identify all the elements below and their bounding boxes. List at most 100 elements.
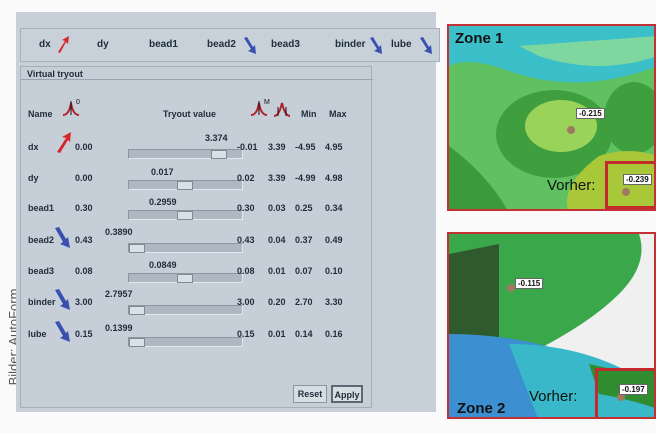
topbar-bead1[interactable]: bead1 <box>149 39 178 50</box>
topbar-bead2[interactable]: bead2 <box>207 39 236 50</box>
row-min: 0.07 <box>295 266 313 276</box>
row-min: 2.70 <box>295 297 313 307</box>
svg-text:0: 0 <box>76 99 80 106</box>
row-min: 0.14 <box>295 329 313 339</box>
row-spread: 0.04 <box>268 235 286 245</box>
row-max: 3.30 <box>325 297 343 307</box>
topbar-dx[interactable]: dx <box>39 39 51 50</box>
row-mean: 3.00 <box>75 297 93 307</box>
row-mean: 0.08 <box>75 266 93 276</box>
header-name: Name <box>28 109 53 119</box>
row-name: dy <box>28 173 39 183</box>
row-max: 0.49 <box>325 235 343 245</box>
row-shift: 0.08 <box>237 266 255 276</box>
row-shift: 3.00 <box>237 297 255 307</box>
row-tryout-value: 0.1399 <box>105 323 133 333</box>
parameter-bar: dx dy bead1 bead2 bead3 binder lube <box>20 28 440 62</box>
zone2-label: Zone 2 <box>457 400 506 417</box>
tryout-slider[interactable] <box>128 149 243 159</box>
row-max: 0.16 <box>325 329 343 339</box>
row-shift: 0.30 <box>237 203 255 213</box>
down-arrow-icon <box>420 37 432 54</box>
slider-thumb[interactable] <box>177 181 193 190</box>
row-spread: 3.39 <box>268 173 286 183</box>
down-arrow-icon <box>370 37 382 54</box>
row-mean: 0.00 <box>75 142 93 152</box>
row-name: lube <box>28 329 47 339</box>
tryout-slider[interactable] <box>128 210 243 220</box>
distribution-shift-icon: M <box>250 99 270 116</box>
row-tryout-value: 0.3890 <box>105 227 133 237</box>
down-arrow-icon <box>55 289 70 310</box>
row-spread: 0.03 <box>268 203 286 213</box>
row-min: -4.99 <box>295 173 316 183</box>
row-min: -4.95 <box>295 142 316 152</box>
row-tryout-value: 0.2959 <box>149 197 177 207</box>
row-max: 4.98 <box>325 173 343 183</box>
slider-thumb[interactable] <box>177 211 193 220</box>
row-spread: 0.01 <box>268 329 286 339</box>
row-max: 0.34 <box>325 203 343 213</box>
tryout-slider[interactable] <box>128 305 243 315</box>
header-max: Max <box>329 109 347 119</box>
row-tryout-value: 3.374 <box>205 133 228 143</box>
row-min: 0.25 <box>295 203 313 213</box>
zone2-callout-box <box>595 368 654 417</box>
row-tryout-value: 2.7957 <box>105 289 133 299</box>
row-tryout-value: 0.017 <box>151 167 174 177</box>
row-max: 4.95 <box>325 142 343 152</box>
panel-title: Virtual tryout <box>27 69 83 79</box>
row-mean: 0.15 <box>75 329 93 339</box>
zone1-label: Zone 1 <box>455 30 504 47</box>
virtual-tryout-panel: Virtual tryout Name 0 Tryout value M Min… <box>20 66 373 408</box>
header-tryout-value: Tryout value <box>163 109 217 119</box>
topbar-dy[interactable]: dy <box>97 39 109 50</box>
slider-thumb[interactable] <box>211 150 227 159</box>
row-name: bead1 <box>28 203 55 213</box>
header-min: Min <box>301 109 317 119</box>
row-shift: 0.15 <box>237 329 255 339</box>
distribution-mean-icon: 0 <box>62 99 80 116</box>
slider-thumb[interactable] <box>129 244 145 253</box>
row-max: 0.10 <box>325 266 343 276</box>
row-mean: 0.00 <box>75 173 93 183</box>
row-shift: -0.01 <box>237 142 258 152</box>
zone1-panel: Zone 1 -0.215 Vorher: -0.239 <box>447 24 656 211</box>
up-arrow-icon <box>57 132 71 153</box>
zone1-vorher-label: Vorher: <box>547 177 596 194</box>
tryout-slider[interactable] <box>128 243 243 253</box>
svg-text:M: M <box>264 99 270 106</box>
zone2-value-tag: -0.115 <box>515 278 544 289</box>
row-shift: 0.43 <box>237 235 255 245</box>
up-arrow-icon <box>58 36 69 53</box>
topbar-bead3[interactable]: bead3 <box>271 39 300 50</box>
zone2-vorher-label: Vorher: <box>529 388 578 405</box>
topbar-lube[interactable]: lube <box>391 39 412 50</box>
apply-button[interactable]: Apply <box>331 385 363 403</box>
down-arrow-icon <box>55 321 70 342</box>
tryout-slider[interactable] <box>128 337 243 347</box>
row-spread: 0.20 <box>268 297 286 307</box>
topbar-binder[interactable]: binder <box>335 39 366 50</box>
slider-thumb[interactable] <box>129 338 145 347</box>
row-spread: 0.01 <box>268 266 286 276</box>
row-name: binder <box>28 297 56 307</box>
zone1-value-tag: -0.215 <box>576 108 605 119</box>
slider-thumb[interactable] <box>177 274 193 283</box>
reset-button[interactable]: Reset <box>293 385 327 403</box>
tryout-slider[interactable] <box>128 273 243 283</box>
row-tryout-value: 0.0849 <box>149 260 177 270</box>
row-name: bead3 <box>28 266 55 276</box>
tryout-slider[interactable] <box>128 180 243 190</box>
panel-divider <box>21 79 373 80</box>
row-spread: 3.39 <box>268 142 286 152</box>
slider-thumb[interactable] <box>129 306 145 315</box>
distribution-spread-icon <box>273 102 291 117</box>
zone1-previous-value-tag: -0.239 <box>623 174 652 185</box>
zone1-callout-box <box>605 161 654 209</box>
zone2-panel: -0.115 Zone 2 Vorher: -0.197 <box>447 232 656 419</box>
row-min: 0.37 <box>295 235 313 245</box>
row-name: bead2 <box>28 235 55 245</box>
row-mean: 0.43 <box>75 235 93 245</box>
